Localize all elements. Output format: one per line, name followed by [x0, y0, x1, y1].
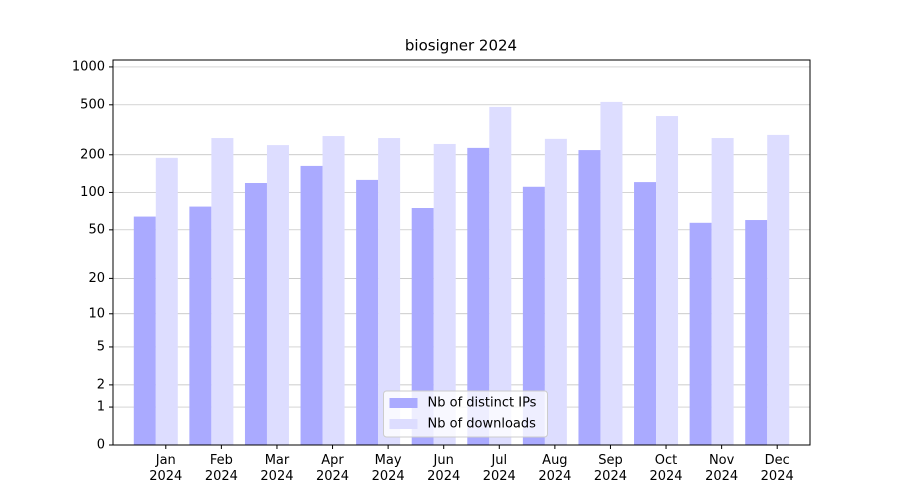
bar: [211, 138, 234, 445]
bar: [244, 183, 267, 445]
bar: [544, 138, 567, 446]
x-tick-label: Feb 2024: [204, 453, 238, 484]
legend: Nb of distinct IPs Nb of downloads: [383, 390, 548, 438]
plot-frame: [112, 59, 811, 446]
x-tick-label: Nov 2024: [705, 453, 739, 484]
x-tick-label: Sep 2024: [593, 453, 627, 484]
bar: [189, 206, 212, 445]
bar: [411, 208, 434, 445]
bar: [634, 182, 657, 446]
y-tick-label: 1000: [72, 59, 105, 74]
legend-box: [383, 390, 548, 438]
y-tick-label: 0: [97, 438, 105, 453]
x-tick-label: Dec 2024: [760, 453, 794, 484]
legend-swatch: [389, 398, 418, 408]
bar: [767, 134, 790, 446]
legend-label: Nb of distinct IPs: [428, 396, 537, 411]
y-tick-label: 5: [97, 339, 105, 354]
bar: [600, 101, 623, 446]
x-tick-label: Apr 2024: [315, 453, 350, 484]
y-tick-label: 500: [80, 97, 105, 112]
bar: [133, 216, 156, 445]
y-tick-label: 10: [88, 306, 105, 321]
chart-title: biosigner 2024: [405, 37, 517, 55]
y-tick-label: 1: [97, 400, 105, 415]
x-tick-label: Aug 2024: [538, 453, 572, 484]
bar: [522, 186, 545, 445]
bar: [155, 157, 178, 445]
x-tick-label: Jul 2024: [482, 453, 516, 484]
bar: [322, 136, 345, 445]
x-tick-label: Jun 2024: [427, 453, 461, 484]
x-tick-label: Mar 2024: [260, 453, 294, 484]
bar: [356, 179, 379, 446]
bar: [656, 116, 679, 445]
bar: [467, 147, 490, 445]
y-tick-label: 2: [97, 377, 105, 392]
legend-label: Nb of downloads: [428, 417, 537, 432]
y-tick-label: 50: [88, 222, 105, 237]
y-tick-label: 100: [80, 185, 105, 200]
x-tick-label: May 2024: [371, 453, 405, 484]
bar: [489, 106, 512, 445]
bar: [745, 220, 768, 445]
y-tick-label: 20: [88, 271, 105, 286]
bar: [300, 165, 323, 445]
bar: [689, 222, 712, 445]
legend-swatch: [389, 419, 418, 429]
bar: [711, 138, 734, 445]
bar: [578, 150, 601, 446]
y-tick-label: 200: [80, 147, 105, 162]
bar: [433, 143, 456, 445]
x-tick-label: Oct 2024: [649, 453, 683, 484]
bar: [378, 138, 401, 445]
bar: [266, 145, 289, 445]
x-tick-label: Jan 2024: [149, 453, 183, 484]
